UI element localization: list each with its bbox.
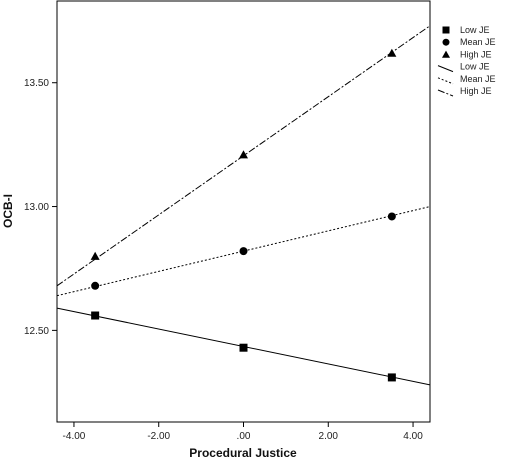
point-mean-je bbox=[387, 212, 396, 221]
point-low-je bbox=[239, 343, 248, 352]
y-tick-label: 13.50 bbox=[24, 78, 49, 89]
x-tick-label: 4.00 bbox=[403, 431, 423, 442]
data-points bbox=[90, 48, 397, 382]
legend-label-high-je: High JE bbox=[460, 49, 492, 59]
legend-label-mean-je: Mean JE bbox=[460, 37, 496, 47]
x-axis-title: Procedural Justice bbox=[189, 446, 297, 460]
legend-label-high-je: High JE bbox=[460, 86, 492, 96]
point-mean-je bbox=[239, 247, 248, 256]
y-tick-label: 12.50 bbox=[24, 326, 49, 337]
legend-label-low-je: Low JE bbox=[460, 25, 490, 35]
legend-swatch-high-je bbox=[442, 50, 450, 58]
point-low-je bbox=[91, 311, 100, 320]
plot-frame bbox=[56, 0, 431, 423]
legend-swatch-mean-je bbox=[442, 38, 450, 46]
legend-swatch-low-je bbox=[442, 26, 450, 34]
legend: Low JE Mean JE High JE Low JE Mean JE High JE bbox=[437, 25, 496, 97]
legend-swatch-line-mean-je bbox=[437, 77, 454, 85]
x-axis-ticks: -4.00 -2.00 .00 2.00 4.00 bbox=[63, 422, 423, 442]
legend-label-mean-je: Mean JE bbox=[460, 74, 496, 84]
point-high-je bbox=[90, 251, 100, 260]
point-mean-je bbox=[91, 281, 100, 290]
y-axis-title: OCB-I bbox=[1, 194, 15, 228]
legend-label-low-je: Low JE bbox=[460, 62, 490, 72]
y-tick-label: 13.00 bbox=[24, 202, 49, 213]
point-high-je bbox=[387, 48, 397, 57]
x-tick-label: .00 bbox=[237, 431, 251, 442]
x-tick-label: -2.00 bbox=[147, 431, 170, 442]
point-low-je bbox=[387, 373, 396, 382]
legend-swatch-line-high-je bbox=[437, 89, 454, 97]
x-tick-label: -4.00 bbox=[63, 431, 86, 442]
x-tick-label: 2.00 bbox=[319, 431, 339, 442]
legend-swatch-line-low-je bbox=[437, 65, 454, 73]
point-high-je bbox=[239, 150, 248, 159]
y-axis-ticks: 12.50 13.00 13.50 bbox=[24, 78, 57, 337]
